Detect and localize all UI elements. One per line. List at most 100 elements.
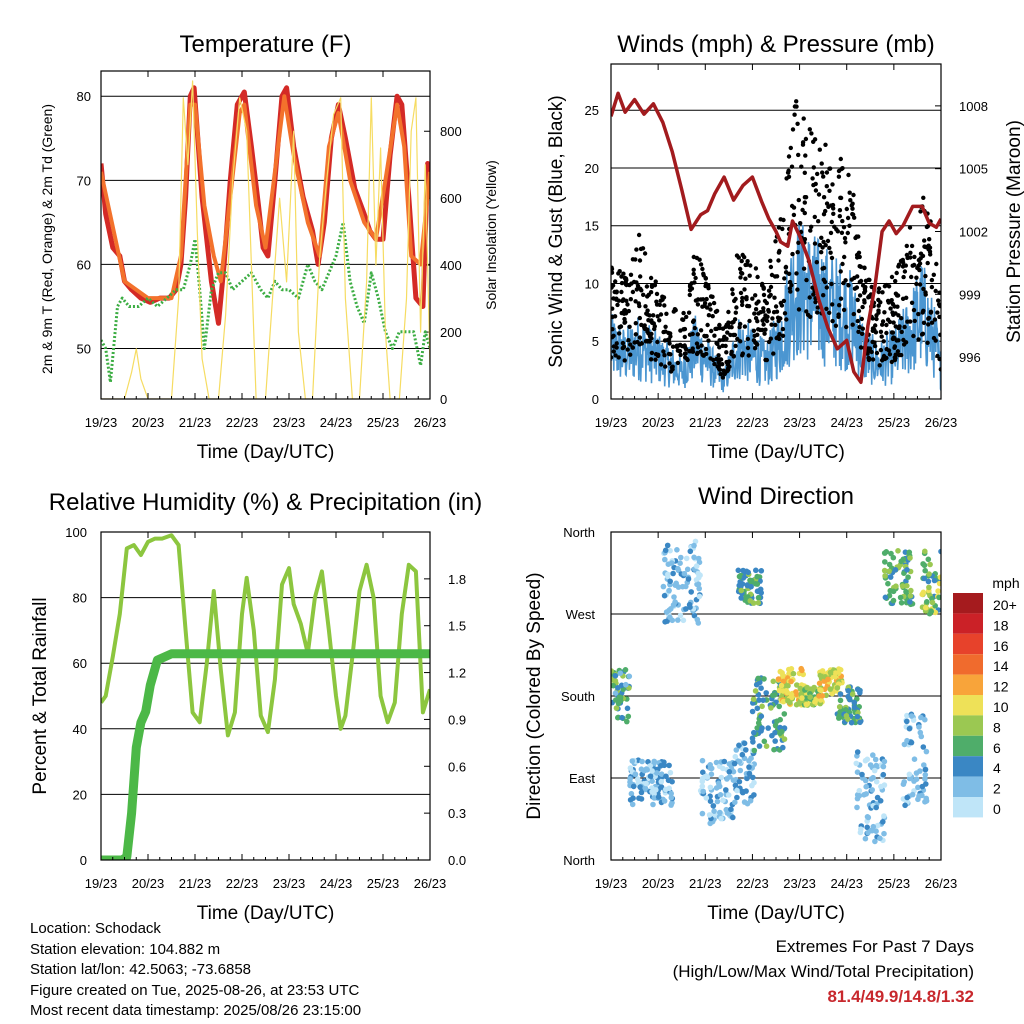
gust-point	[708, 307, 713, 312]
legend-swatch	[953, 735, 983, 757]
gust-point	[811, 292, 816, 297]
direction-point	[707, 784, 714, 791]
direction-point	[623, 681, 629, 688]
gust-point	[844, 324, 849, 330]
direction-point	[736, 758, 743, 765]
direction-point	[658, 771, 665, 777]
gust-point	[636, 232, 642, 238]
direction-point	[667, 614, 673, 621]
gust-point	[619, 289, 624, 295]
gust-point	[691, 267, 696, 272]
y2-tick-label: 600	[440, 191, 462, 206]
gust-point	[897, 352, 902, 358]
direction-point	[843, 713, 850, 719]
direction-point	[691, 554, 697, 561]
gust-point	[681, 310, 686, 316]
direction-point	[736, 742, 742, 749]
gust-point	[903, 340, 909, 345]
direction-point	[632, 771, 639, 777]
gust-point	[884, 330, 889, 336]
direction-point	[691, 542, 697, 549]
gust-point	[935, 310, 940, 315]
gust-point	[620, 345, 625, 351]
direction-point	[683, 555, 690, 562]
direction-point	[909, 791, 916, 798]
gust-point	[812, 241, 818, 246]
direction-point	[807, 694, 813, 700]
gust-point	[676, 343, 681, 348]
direction-point	[717, 792, 724, 798]
direction-point	[862, 757, 869, 764]
direction-point	[907, 599, 913, 605]
wind-line	[611, 224, 941, 393]
direction-point	[642, 785, 648, 791]
direction-point	[873, 778, 880, 785]
direction-point	[716, 763, 723, 770]
direction-point	[629, 758, 636, 764]
gust-point	[639, 322, 644, 328]
direction-point	[926, 571, 932, 577]
series-rh	[101, 533, 430, 738]
direction-point	[920, 561, 926, 567]
gust-point	[829, 281, 834, 287]
direction-point	[746, 764, 752, 770]
gust-point	[848, 198, 853, 203]
direction-point	[928, 608, 934, 615]
gust-point	[704, 296, 709, 302]
gust-point	[761, 322, 766, 327]
gust-point	[761, 306, 766, 311]
gust-point	[640, 246, 646, 251]
gust-point	[828, 230, 834, 236]
direction-point	[770, 678, 777, 685]
gust-point	[877, 363, 882, 368]
gust-point	[833, 323, 839, 328]
direction-point	[780, 698, 787, 705]
extremes-panel: Extremes For Past 7 Days (High/Low/Max W…	[673, 934, 974, 1009]
gust-point	[666, 330, 671, 336]
gust-point	[662, 303, 667, 308]
direction-point	[732, 753, 739, 760]
gust-point	[914, 281, 919, 287]
gust-point	[773, 239, 778, 244]
gust-point	[893, 278, 898, 284]
gust-point	[622, 320, 627, 325]
gust-point	[738, 290, 744, 296]
gust-point	[732, 317, 738, 322]
direction-point	[799, 695, 805, 701]
direction-point	[751, 729, 757, 736]
gust-point	[887, 352, 893, 357]
latlon-text: Station lat/lon: 42.5063; -73.6858	[30, 961, 252, 978]
gust-point	[837, 208, 843, 213]
direction-point	[854, 769, 861, 775]
gust-point	[820, 245, 825, 250]
direction-point	[920, 589, 927, 596]
gust-point	[804, 277, 809, 283]
gust-point	[756, 311, 761, 316]
gust-point	[836, 312, 841, 317]
gust-point	[727, 325, 732, 330]
gust-point	[637, 335, 643, 340]
x-tick-label: 22/23	[736, 876, 769, 891]
gust-point	[855, 297, 860, 303]
direction-point	[695, 581, 702, 587]
gust-point	[742, 287, 747, 292]
direction-point	[902, 802, 908, 809]
direction-point	[638, 766, 645, 772]
gust-point	[821, 239, 826, 245]
gust-point	[899, 316, 904, 321]
gust-point	[752, 346, 758, 351]
direction-point	[865, 814, 872, 821]
gust-point	[727, 364, 732, 369]
direction-point	[776, 703, 782, 710]
y-tick-label: South	[561, 689, 595, 704]
gust-point	[617, 331, 622, 336]
gust-point	[698, 328, 704, 333]
gust-point	[830, 302, 835, 307]
gust-point	[773, 304, 779, 309]
gust-point	[706, 338, 711, 343]
gust-point	[751, 328, 757, 333]
gust-point	[622, 275, 628, 281]
gust-point	[745, 259, 750, 264]
direction-point	[675, 584, 682, 590]
gust-point	[831, 211, 836, 216]
